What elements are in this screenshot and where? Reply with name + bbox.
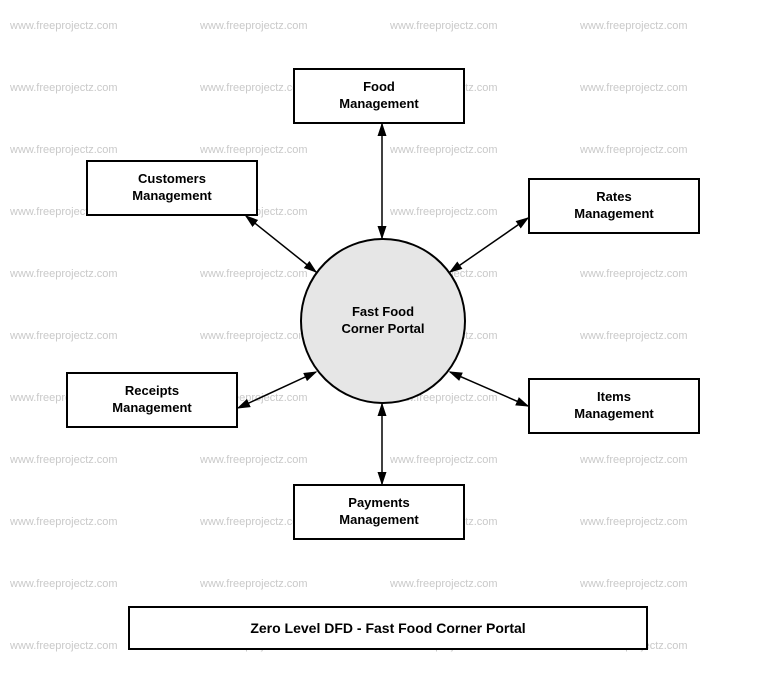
entity-label: FoodManagement — [339, 79, 418, 113]
entity-customers: CustomersManagement — [86, 160, 258, 216]
entity-items: ItemsManagement — [528, 378, 700, 434]
dfd-diagram: Fast FoodCorner Portal FoodManagement Cus… — [0, 0, 764, 677]
connector-arrow — [450, 218, 528, 272]
caption-text: Zero Level DFD - Fast Food Corner Portal — [250, 620, 525, 636]
entity-label: ReceiptsManagement — [112, 383, 191, 417]
entity-food: FoodManagement — [293, 68, 465, 124]
connector-arrow — [238, 372, 316, 408]
connector-arrow — [450, 372, 528, 406]
caption-box: Zero Level DFD - Fast Food Corner Portal — [128, 606, 648, 650]
entity-rates: RatesManagement — [528, 178, 700, 234]
entity-label: CustomersManagement — [132, 171, 211, 205]
entity-payments: PaymentsManagement — [293, 484, 465, 540]
entity-receipts: ReceiptsManagement — [66, 372, 238, 428]
entity-label: ItemsManagement — [574, 389, 653, 423]
connector-arrow — [246, 216, 316, 272]
entity-label: RatesManagement — [574, 189, 653, 223]
center-process: Fast FoodCorner Portal — [300, 238, 466, 404]
center-label: Fast FoodCorner Portal — [341, 304, 424, 338]
entity-label: PaymentsManagement — [339, 495, 418, 529]
